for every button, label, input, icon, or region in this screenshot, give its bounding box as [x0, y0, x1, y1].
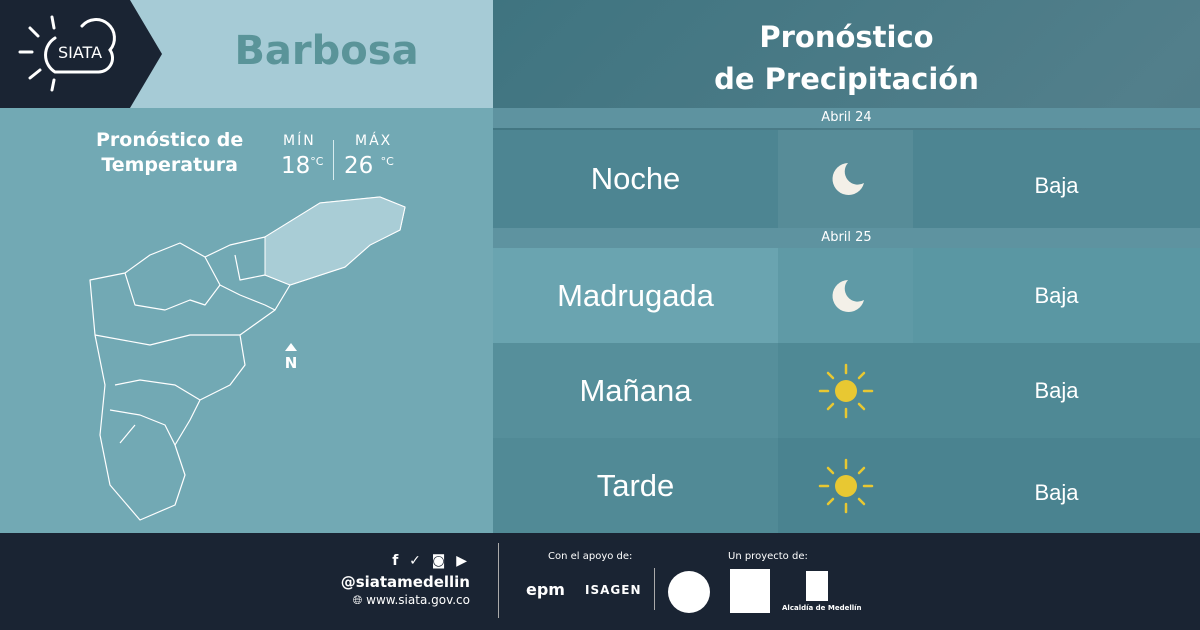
svg-text:N: N: [285, 354, 298, 372]
svg-text:SIATA: SIATA: [58, 43, 102, 62]
period-label: Noche: [590, 161, 681, 196]
city-name: Barbosa: [234, 28, 419, 74]
gobernacion-seal: [668, 571, 710, 613]
project-label: Un proyecto de:: [728, 551, 808, 562]
precipitation-title: Pronóstico de Precipitación: [714, 20, 979, 96]
temp-divider: [333, 140, 334, 180]
moon-icon: [778, 130, 913, 228]
forecast-row: Mañana Baja: [493, 343, 1200, 438]
min-label: MÍN: [283, 133, 316, 149]
forecast-row: Noche Baja: [493, 130, 1200, 228]
alcaldia-shield: [806, 571, 828, 601]
min-value: 18°C: [281, 153, 324, 179]
epm-logo: epm: [526, 580, 565, 599]
period-label: Mañana: [493, 343, 778, 438]
precip-value: Baja: [1034, 377, 1079, 403]
sun-icon: [778, 438, 913, 533]
footer: f ✓ ◙ ▶ @siatamedellin 🌐︎ www.siata.gov.…: [0, 533, 1200, 630]
date-bar: Abril 24: [493, 108, 1200, 128]
period-label: Madrugada: [493, 248, 778, 343]
divider: [654, 568, 655, 610]
temperature-title: Pronóstico de Temperatura: [96, 129, 244, 176]
moon-icon: [778, 248, 913, 343]
social-icons[interactable]: f ✓ ◙ ▶: [392, 553, 470, 569]
social-handle[interactable]: @siatamedellin: [340, 573, 470, 591]
globe-icon: 🌐︎: [352, 593, 367, 607]
forecast-row: Madrugada Baja: [493, 248, 1200, 343]
precip-value: Baja: [1034, 282, 1079, 308]
website-link[interactable]: 🌐︎ www.siata.gov.co: [352, 593, 470, 607]
siata-logo: SIATA: [0, 0, 162, 108]
precip-value: Baja: [1034, 479, 1079, 505]
precip-value: Baja: [1034, 173, 1079, 198]
forecast-row: Tarde Baja: [493, 438, 1200, 533]
isagen-logo: ISAGEN: [585, 583, 642, 597]
period-label: Tarde: [493, 438, 778, 533]
sun-icon: [778, 343, 913, 438]
region-map: N: [89, 196, 406, 521]
max-value: 26 °C: [344, 153, 394, 179]
temperature-panel: [0, 108, 493, 533]
area-metropolitana-logo: [730, 569, 770, 613]
support-label: Con el apoyo de:: [548, 551, 633, 562]
max-label: MÁX: [355, 133, 393, 149]
alcaldia-logo-text: Alcaldía de Medellín: [782, 604, 862, 612]
divider: [498, 543, 499, 618]
date-bar: Abril 25: [493, 228, 1200, 248]
